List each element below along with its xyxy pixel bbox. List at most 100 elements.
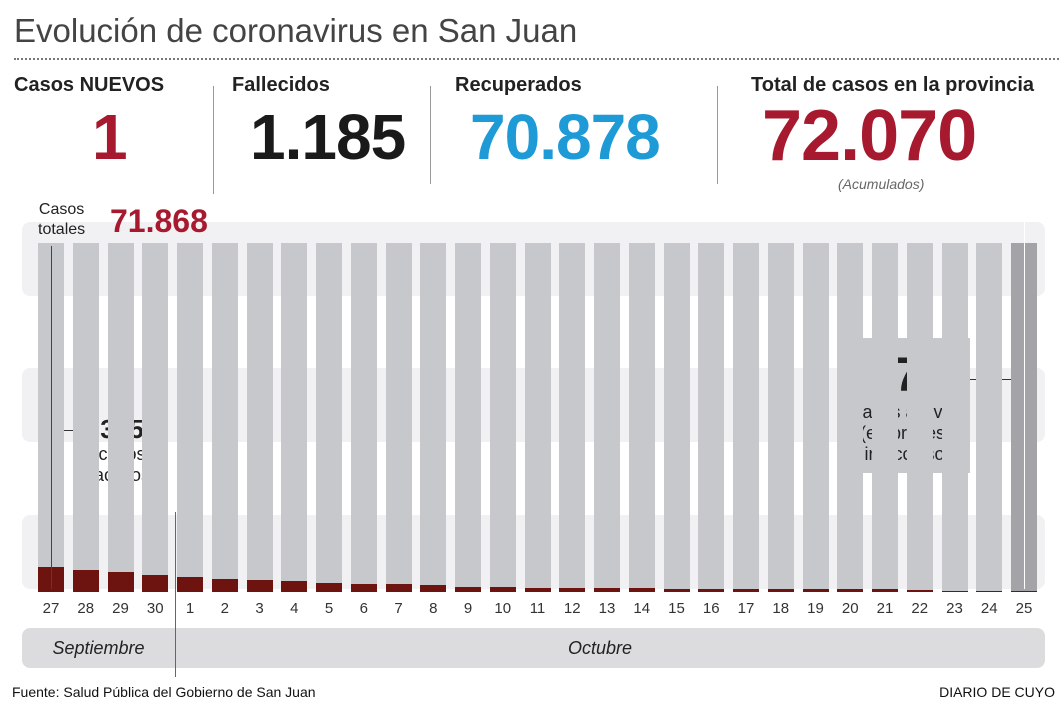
total-bar — [107, 243, 134, 592]
active-bar — [559, 588, 586, 592]
total-label-line2: totales — [38, 221, 86, 238]
separator — [717, 86, 718, 184]
x-tick-label: 23 — [946, 600, 963, 617]
active-bar — [489, 586, 516, 592]
total-bar — [142, 243, 169, 592]
x-tick-label: 10 — [494, 600, 512, 617]
active-bar — [698, 588, 725, 592]
x-tick-label: 24 — [980, 600, 998, 617]
x-tick-label: 22 — [911, 600, 929, 617]
total-bar — [177, 243, 203, 592]
stat-deaths-label: Fallecidos — [232, 74, 330, 96]
total-bar — [802, 243, 829, 592]
active-bar — [420, 585, 447, 592]
marker-line — [1024, 100, 1025, 589]
total-bar — [281, 243, 308, 592]
active-bar — [316, 583, 342, 592]
x-tick-label: 14 — [633, 600, 651, 617]
active-bar — [211, 578, 238, 592]
total-bar — [872, 243, 898, 592]
leader-line — [51, 430, 91, 431]
active-bar — [281, 581, 308, 592]
active-bar — [628, 588, 655, 592]
x-tick-label: 6 — [359, 600, 368, 617]
x-tick-label: 5 — [324, 600, 334, 617]
x-tick-label: 1 — [185, 600, 195, 617]
active-bar — [107, 572, 134, 592]
stat-recovered-label: Recuperados — [455, 74, 582, 96]
brand: DIARIO DE CUYO — [939, 684, 1055, 700]
total-bar — [316, 243, 342, 592]
x-tick-label: 16 — [702, 600, 720, 617]
active-bar — [350, 584, 377, 592]
active-bar — [733, 588, 759, 592]
active-bar — [872, 588, 898, 592]
month-october: Octubre — [567, 638, 633, 658]
total-bar — [594, 243, 620, 592]
month-divider — [175, 512, 176, 677]
x-tick-label: 21 — [876, 600, 894, 617]
stat-new-value: 1 — [92, 101, 128, 173]
total-bar — [941, 243, 968, 592]
page-title: Evolución de coronavirus en San Juan — [14, 12, 578, 49]
separator — [430, 86, 431, 184]
x-tick-label: 28 — [77, 600, 95, 617]
total-bar — [733, 243, 759, 592]
stat-new-label: Casos NUEVOS — [14, 74, 165, 96]
stat-recovered-value: 70.878 — [470, 101, 661, 173]
x-tick-label: 2 — [220, 600, 229, 617]
total-label: Casos totales — [38, 200, 85, 240]
x-tick-label: 29 — [112, 600, 129, 617]
active-bar — [941, 590, 968, 592]
x-tick-label: 25 — [1015, 600, 1033, 617]
total-bar — [559, 243, 586, 592]
divider — [14, 58, 1059, 60]
x-tick-label: 15 — [668, 600, 685, 617]
total-bar — [663, 243, 690, 592]
active-bar — [72, 569, 99, 592]
total-bar — [385, 243, 412, 592]
marker-line — [51, 246, 52, 589]
x-tick-label: 7 — [394, 600, 403, 617]
stat-total-value: 72.070 — [762, 96, 977, 176]
x-tick-label: 19 — [807, 600, 824, 617]
total-bar — [906, 243, 933, 592]
total-bar — [455, 243, 481, 592]
active-bar — [455, 586, 481, 592]
active-bar — [524, 587, 551, 592]
stat-total-note: (Acumulados) — [838, 176, 925, 192]
total-bar — [628, 243, 655, 592]
total-bar — [72, 243, 99, 592]
active-bar — [802, 588, 829, 592]
x-tick-label: 17 — [737, 600, 755, 617]
total-bar — [767, 243, 794, 592]
x-tick-label: 20 — [841, 600, 859, 617]
active-bar — [837, 588, 864, 592]
total-bar — [246, 243, 273, 592]
x-tick-label: 11 — [529, 600, 546, 617]
source: Fuente: Salud Pública del Gobierno de Sa… — [12, 684, 316, 700]
x-tick-label: 30 — [146, 600, 164, 617]
active-bar — [246, 579, 273, 592]
total-bar — [698, 243, 725, 592]
total-bar — [837, 243, 864, 592]
active-bar — [385, 584, 412, 592]
active-bar — [767, 588, 794, 592]
active-bar — [976, 591, 1003, 592]
total-bar — [420, 243, 447, 592]
x-tick-label: 4 — [290, 600, 299, 617]
total-bar — [211, 243, 238, 592]
total-label-line1: Casos — [38, 201, 85, 218]
active-bar — [1011, 591, 1037, 592]
separator — [213, 86, 214, 194]
active-bar — [142, 574, 169, 592]
stat-total-label: Total de casos en la provincia — [751, 74, 1035, 96]
month-bar — [22, 628, 1045, 668]
x-tick-label: 8 — [429, 600, 438, 617]
x-tick-label: 13 — [598, 600, 616, 617]
total-bar — [489, 243, 516, 592]
active-bar — [594, 588, 620, 592]
x-tick-label: 18 — [772, 600, 790, 617]
total-bar — [524, 243, 551, 592]
